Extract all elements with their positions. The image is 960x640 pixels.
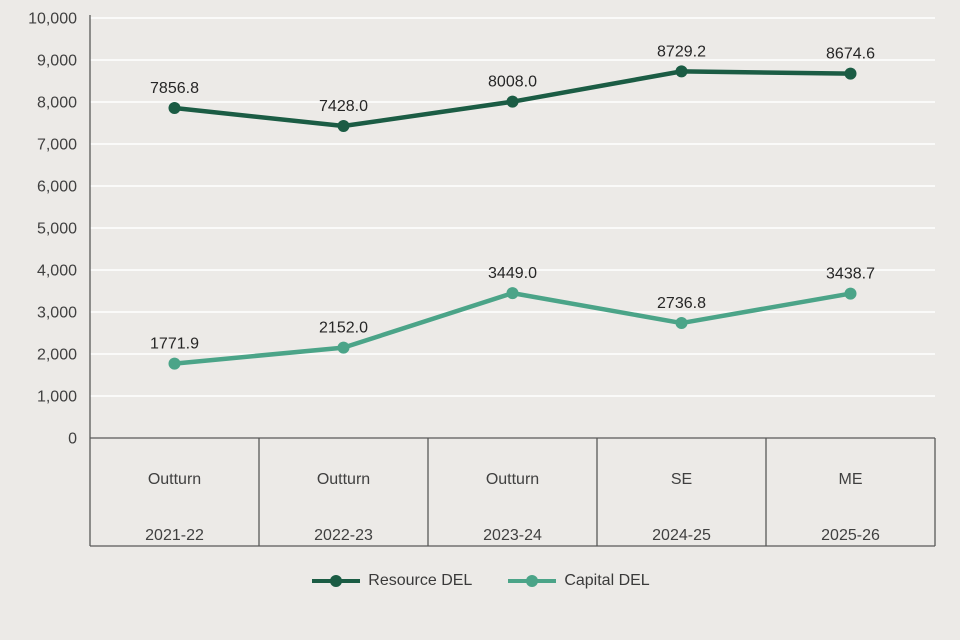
category-label-year: 2021-22 <box>145 527 204 544</box>
category-label-top: Outturn <box>486 471 539 488</box>
category-label-year: 2022-23 <box>314 527 373 544</box>
chart-legend: Resource DEL Capital DEL <box>0 572 960 590</box>
y-tick-label: 1,000 <box>37 389 77 406</box>
data-point-marker <box>337 341 350 354</box>
y-tick-label: 0 <box>68 431 77 448</box>
legend-label-resource-del: Resource DEL <box>368 572 473 589</box>
data-point-marker <box>844 287 857 300</box>
data-point-marker <box>506 95 519 108</box>
data-point-marker <box>168 357 181 370</box>
y-tick-label: 5,000 <box>37 221 77 238</box>
x-axis-labels: Outturn 2021-22 Outturn 2022-23 Outturn 2023-… <box>145 471 880 544</box>
y-tick-label: 8,000 <box>37 95 77 112</box>
y-axis-labels: 0 1,000 2,000 3,000 4,000 5,000 6,000 7,000 8,00… <box>28 11 77 448</box>
data-label: 2736.8 <box>657 295 706 312</box>
y-tick-label: 7,000 <box>37 137 77 154</box>
category-label-top: ME <box>839 471 863 488</box>
series-capital-del: 1771.9 2152.0 3449.0 2736.8 3438.7 <box>150 265 875 370</box>
y-tick-label: 9,000 <box>37 53 77 70</box>
y-tick-label: 10,000 <box>28 11 77 28</box>
data-label: 3438.7 <box>826 266 875 283</box>
legend-item-resource-del: Resource DEL <box>310 572 472 590</box>
axes-and-table <box>89 15 936 547</box>
legend-swatch-resource-del-icon <box>312 575 361 587</box>
series-resource-del: 7856.8 7428.0 8008.0 8729.2 8674.6 <box>150 43 875 133</box>
y-tick-label: 6,000 <box>37 179 77 196</box>
legend-item-capital-del: Capital DEL <box>506 572 650 590</box>
data-label: 7428.0 <box>319 98 368 115</box>
series-line <box>172 290 853 366</box>
category-label-year: 2023-24 <box>483 527 542 544</box>
data-point-marker <box>675 65 688 78</box>
category-label-top: Outturn <box>148 471 201 488</box>
y-tick-label: 3,000 <box>37 305 77 322</box>
line-chart: 0 1,000 2,000 3,000 4,000 5,000 6,000 7,000 8,00… <box>28 11 936 547</box>
data-label: 8674.6 <box>826 46 875 63</box>
data-label: 3449.0 <box>488 265 537 282</box>
data-point-marker <box>844 67 857 80</box>
data-point-marker <box>337 120 350 133</box>
data-point-marker <box>675 317 688 330</box>
data-point-marker <box>506 287 519 300</box>
y-tick-label: 4,000 <box>37 263 77 280</box>
chart-canvas: 0 1,000 2,000 3,000 4,000 5,000 6,000 7,000 8,00… <box>28 11 936 547</box>
category-label-year: 2025-26 <box>821 527 880 544</box>
legend-swatch-capital-del-icon <box>508 575 557 587</box>
data-label: 8729.2 <box>657 43 706 60</box>
data-label: 2152.0 <box>319 320 368 337</box>
gridlines <box>90 17 935 397</box>
legend-label-capital-del: Capital DEL <box>564 572 650 589</box>
data-label: 8008.0 <box>488 74 537 91</box>
category-label-year: 2024-25 <box>652 527 711 544</box>
category-label-top: Outturn <box>317 471 370 488</box>
y-tick-label: 2,000 <box>37 347 77 364</box>
data-label: 1771.9 <box>150 336 199 353</box>
category-label-top: SE <box>671 471 692 488</box>
data-point-marker <box>168 102 181 115</box>
data-label: 7856.8 <box>150 80 199 97</box>
